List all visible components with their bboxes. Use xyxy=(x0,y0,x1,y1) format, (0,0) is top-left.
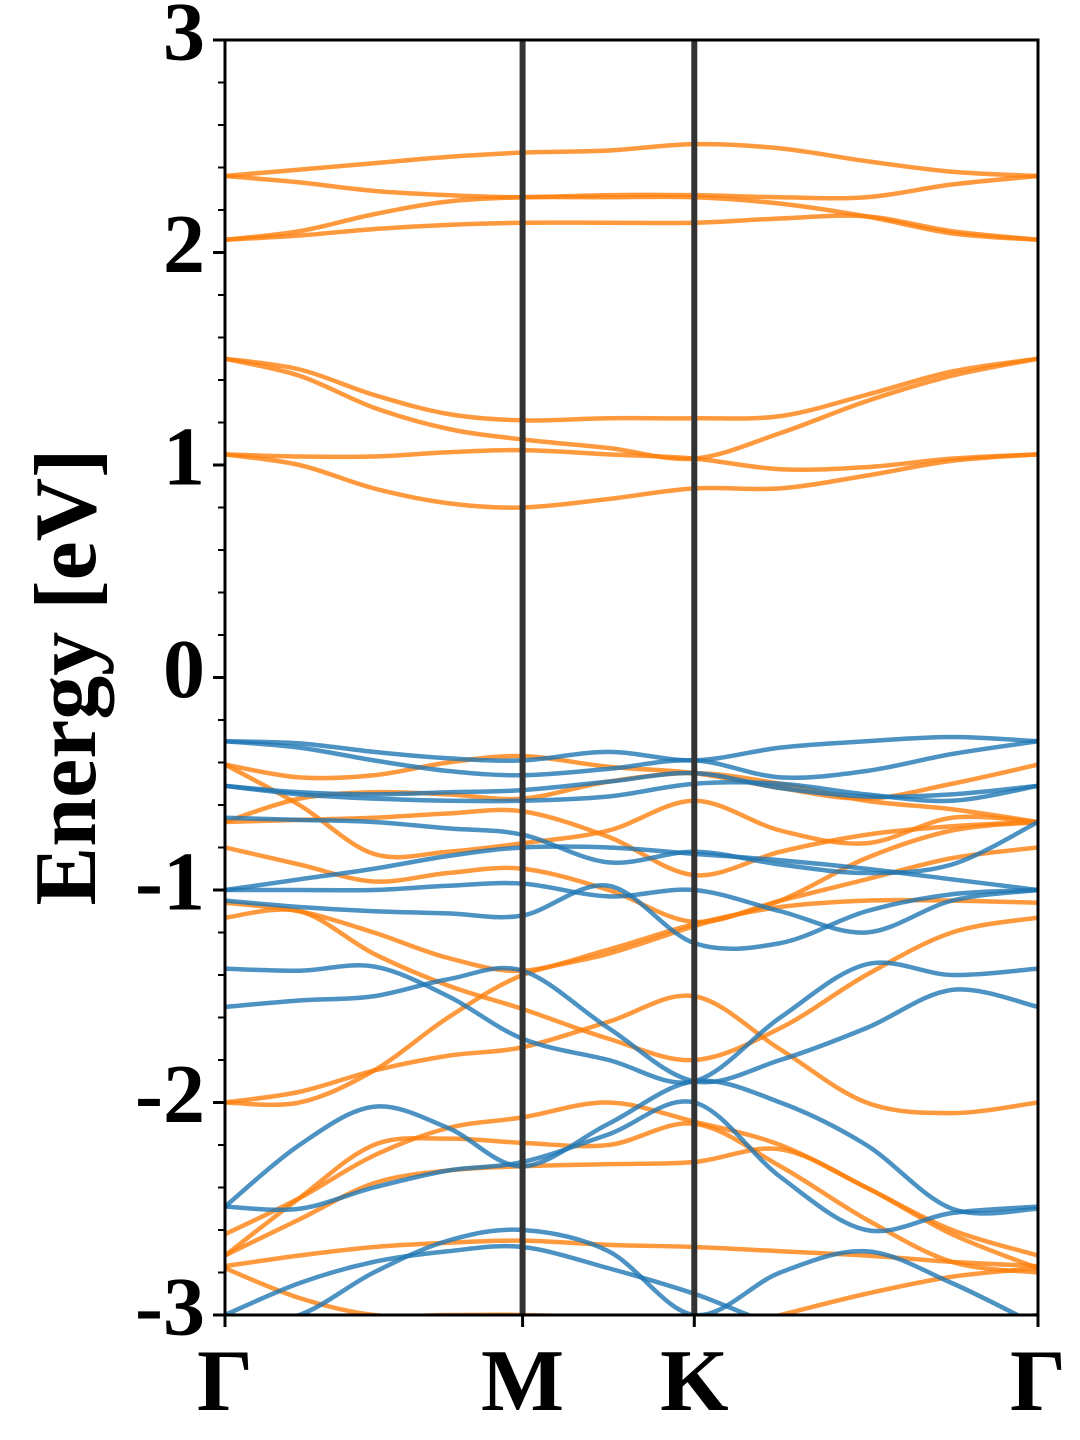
band xyxy=(225,819,1038,1108)
y-tick-label: 3 xyxy=(163,0,205,78)
band xyxy=(225,880,1038,935)
y-tick-label: 2 xyxy=(163,198,205,291)
band xyxy=(225,897,1038,974)
x-tick-label: M xyxy=(481,1333,564,1430)
band xyxy=(225,1266,1038,1315)
x-tick-label: Γ xyxy=(197,1333,253,1430)
band xyxy=(225,1078,1038,1216)
band xyxy=(225,356,1038,462)
band xyxy=(225,356,1038,423)
band xyxy=(225,734,1038,763)
band xyxy=(225,965,1038,1085)
band xyxy=(225,807,1038,878)
band xyxy=(225,141,1038,179)
band xyxy=(225,1243,1038,1315)
bands xyxy=(225,141,1038,1315)
band xyxy=(225,213,1038,242)
band xyxy=(225,770,1038,800)
y-tick-label: 1 xyxy=(163,410,205,503)
band xyxy=(225,1121,1038,1275)
y-tick-label: -1 xyxy=(135,835,205,928)
band xyxy=(225,993,1038,1116)
y-axis-label: Energy [eV] xyxy=(18,449,115,906)
band xyxy=(291,1227,1023,1315)
band xyxy=(225,1099,1038,1234)
band xyxy=(225,739,1038,781)
band xyxy=(225,907,1038,1063)
y-tick-label: -2 xyxy=(135,1048,205,1141)
y-tick-label: -3 xyxy=(135,1260,205,1353)
band xyxy=(225,762,1038,860)
band xyxy=(225,960,1038,1085)
x-tick-label: K xyxy=(660,1333,728,1430)
plot-frame xyxy=(223,38,1040,1317)
x-tick-label: Γ xyxy=(1010,1333,1066,1430)
band xyxy=(225,447,1038,473)
band xyxy=(225,883,1038,952)
y-tick-label: 0 xyxy=(163,623,205,716)
band xyxy=(225,844,1038,893)
band xyxy=(225,452,1038,510)
